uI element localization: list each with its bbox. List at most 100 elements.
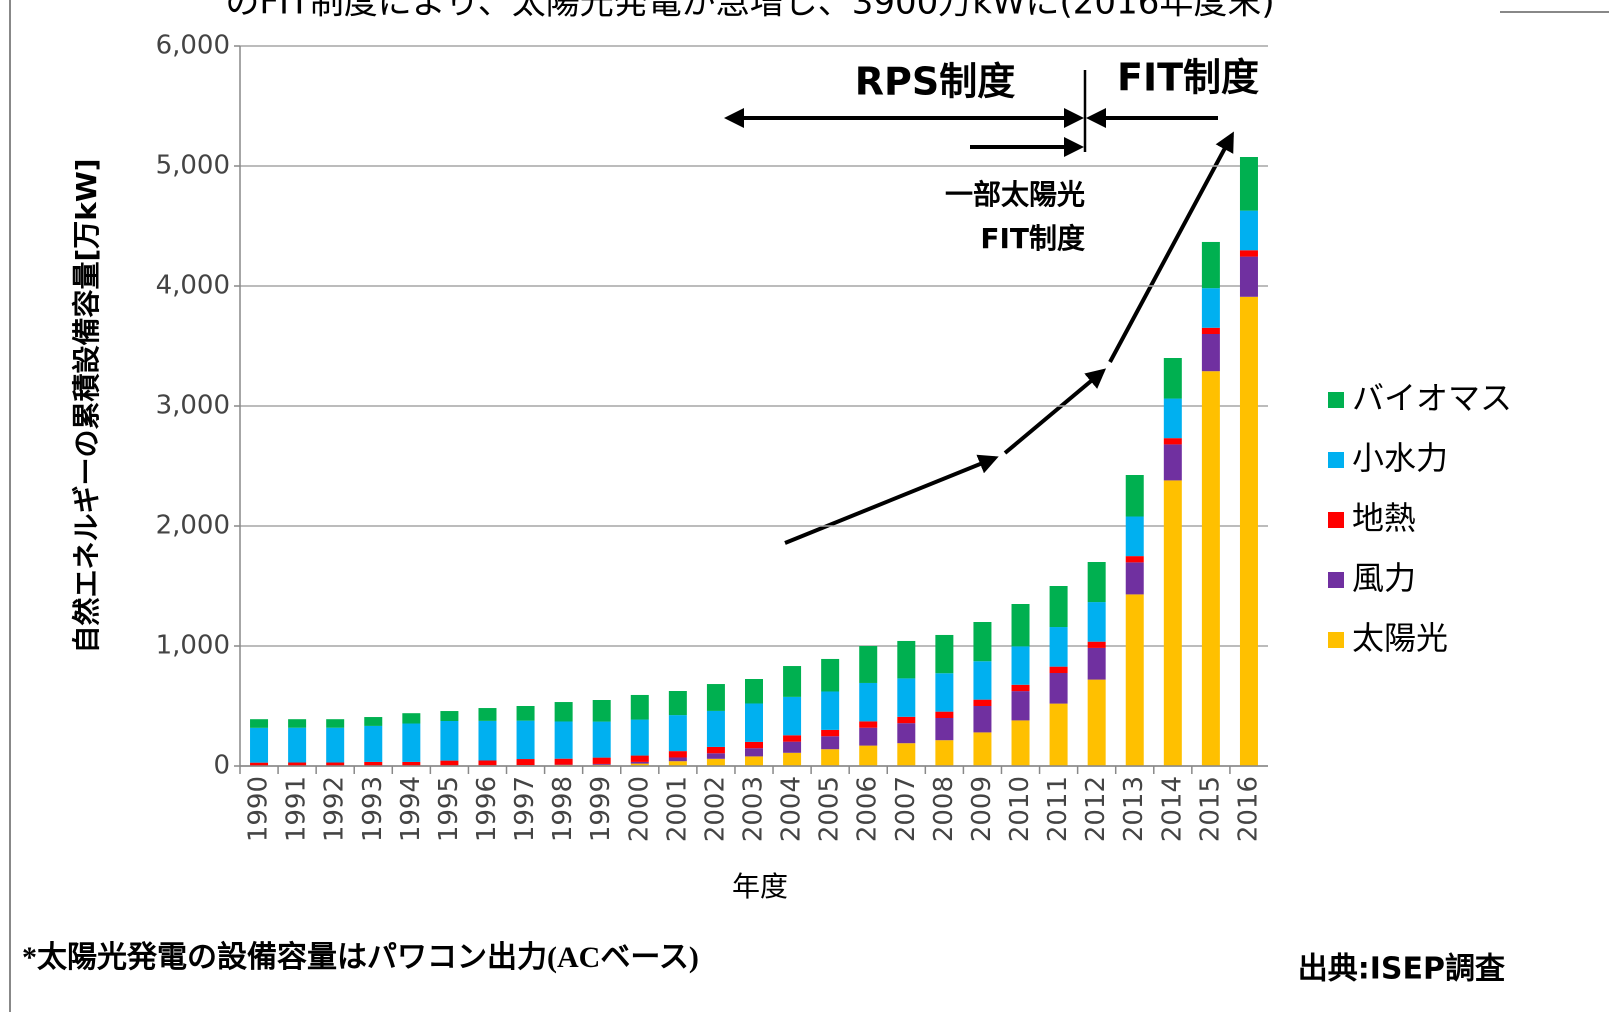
x-tick-label: 1998 [548,776,578,842]
legend-label: 太陽光 [1352,619,1448,657]
bar-segment [859,727,878,746]
bar-segment [250,727,269,763]
bar-segment [1049,627,1068,667]
bar-segment [973,706,992,733]
x-tick-label: 2004 [777,776,807,842]
bar-segment [745,703,763,742]
bar-segment [859,682,878,722]
bar-segment [745,741,763,749]
bar-segment [1087,602,1106,642]
bar-segment [1049,703,1068,766]
legend-swatch [1328,392,1344,408]
bar-segment [1125,594,1144,766]
bar-segment [1239,256,1258,297]
bar-segment [706,753,725,759]
bar-segment [630,719,649,756]
bar-segment [326,727,345,763]
x-tick-label: 2002 [700,776,730,842]
bar-segment [1011,691,1030,721]
bar-segment [1201,241,1220,289]
y-tick-label: 5,000 [156,151,230,181]
x-tick-label: 2013 [1119,776,1149,842]
annotation: FIT制度 [980,222,1085,255]
bar-segment [783,696,802,736]
source: 出典:ISEP調査 [1298,952,1505,987]
bar-segment [668,757,687,762]
bar-segment [821,736,840,750]
bar-segment [897,678,916,717]
legend-label: バイオマス [1352,379,1512,417]
x-tick-label: 1995 [434,776,464,842]
bar-segment [859,721,878,728]
bar-segment [554,702,573,722]
legend-label: 小水力 [1352,439,1448,477]
bar-segment [440,711,459,721]
bar-segment [821,749,840,766]
bar-segment [516,706,535,721]
bar-segment [935,634,954,674]
bar-segment [516,759,535,766]
legend-label: 地熱 [1352,499,1416,537]
bar-segment [1125,516,1144,557]
bar-segment [592,757,611,764]
bar-segment [364,717,383,726]
bar-segment [478,760,497,766]
bar-segment [1011,720,1030,766]
y-axis-label: 自然エネルギーの累積設備容量[万kW] [70,158,103,653]
bar-segment [440,721,459,761]
y-tick-label: 4,000 [156,271,230,301]
bar-segment [935,740,954,766]
bar-segment [706,710,725,747]
x-tick-label: 2009 [967,776,997,842]
page-title: のFIT制度により、太陽光発電が急増し、3900万kWに(2016年度末) [225,0,1274,23]
bar-segment [326,719,345,728]
bar-segment [1087,641,1106,648]
bar-segment [1239,210,1258,251]
bar-segment [783,741,802,753]
x-tick-label: 1994 [396,776,426,842]
bar-segment [1163,480,1182,766]
bar-segment [668,715,687,752]
bar-segment [1049,673,1068,704]
y-tick-label: 2,000 [156,511,230,541]
bar-segment [1011,646,1030,685]
x-tick-label: 1996 [472,776,502,842]
bar-segment [326,762,345,766]
bar-segment [250,762,269,766]
legend-label: 風力 [1352,559,1416,597]
bar-segment [745,748,763,757]
footnote: *太陽光発電の設備容量はパワコン出力(ACベース) [22,940,699,974]
x-tick-label: 2011 [1043,776,1073,842]
bar-segment [554,721,573,759]
annotation: 一部太陽光 [945,178,1085,211]
bar-segment [1163,358,1182,399]
x-tick-label: 2012 [1081,776,1111,842]
bar-segment [364,725,383,762]
bar-segment [706,758,725,766]
bar-segment [821,658,840,692]
x-tick-label: 1997 [510,776,540,842]
bar-segment [1201,288,1220,328]
y-tick-label: 0 [213,751,230,781]
bar-segment [1087,647,1106,680]
bar-segment [288,727,307,763]
bar-segment [1049,586,1068,628]
bar-segment [783,666,802,697]
y-tick-label: 1,000 [156,631,230,661]
bar-segment [554,758,573,765]
bar-segment [973,622,992,662]
bar-segment [1049,666,1068,673]
bar-segment [973,699,992,706]
bar-segment [897,640,916,679]
annotation: RPS制度 [855,60,1015,104]
bar-segment [973,661,992,700]
bar-segment [364,761,383,766]
bar-segment [1201,334,1220,372]
legend-swatch [1328,452,1344,468]
bar-segment [897,743,916,766]
bar-segment [897,723,916,744]
x-tick-label: 2010 [1005,776,1035,842]
bar-segment [1239,296,1258,766]
x-tick-label: 2016 [1233,776,1263,842]
